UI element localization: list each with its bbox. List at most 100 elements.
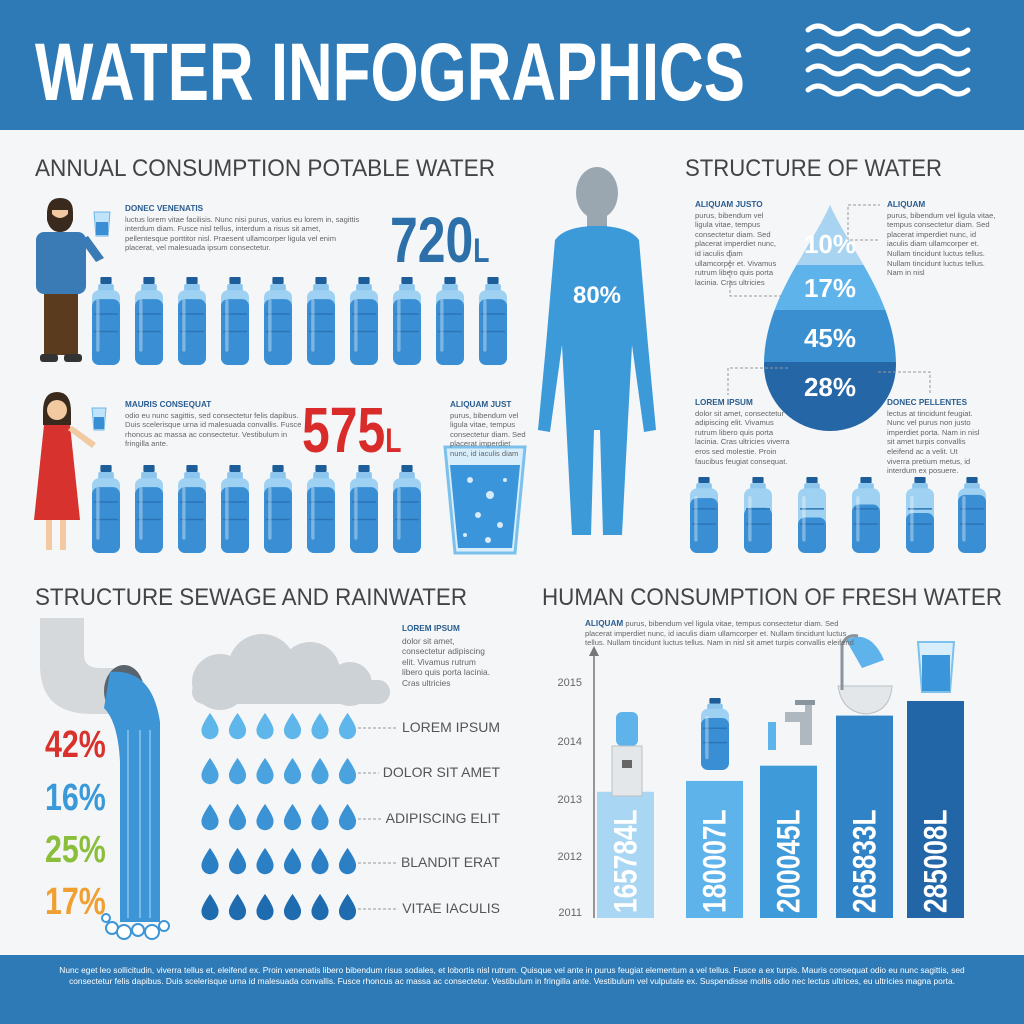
amount-unit: L	[473, 232, 489, 270]
note-heading: DONEC PELLENTES	[887, 398, 968, 407]
share-label: 16%	[45, 777, 106, 819]
note-heading: LOREM IPSUM	[402, 624, 460, 633]
faucet-handle	[795, 700, 815, 705]
glass-water	[922, 655, 950, 691]
y-tick-label: 2014	[558, 736, 582, 748]
bar-label: 200045L	[772, 809, 807, 913]
wave-icon	[805, 23, 971, 37]
drop-icon	[338, 847, 357, 875]
drop-icon	[283, 712, 302, 740]
bubble	[475, 512, 481, 518]
bubble	[503, 478, 507, 482]
note-text: luctus lorem vitae facilisis. Nunc nisi …	[125, 214, 360, 253]
row-label: LOREM IPSUM	[402, 719, 500, 735]
bar-label: 265833L	[848, 809, 883, 913]
y-tick-label: 2015	[558, 677, 582, 689]
drop-layer-label: 28%	[804, 372, 856, 402]
page-title: WATER INFOGRAPHICS	[35, 27, 745, 118]
drop-icon	[338, 893, 357, 921]
drop-icon	[201, 803, 219, 831]
drop-icon	[283, 847, 302, 875]
bottle-shine	[440, 299, 444, 352]
bottle-shine	[962, 496, 966, 542]
bubble	[116, 924, 132, 940]
note: ALIQUAM purus, bibendum vel ligula vitae,…	[887, 200, 997, 278]
note: ALIQUAM JUSTO purus, bibendum vel ligula …	[695, 200, 783, 287]
cooler-base	[611, 745, 643, 797]
bottle-cap	[752, 477, 764, 484]
bubble	[463, 533, 467, 537]
wave-icon	[805, 63, 971, 77]
bubble	[486, 491, 494, 499]
drop-icon	[228, 893, 247, 921]
bottle-shine	[96, 299, 100, 352]
bottle-cap	[315, 277, 327, 285]
section-title: ANNUAL CONSUMPTION POTABLE WATER	[35, 155, 495, 182]
amount-value: 575	[302, 395, 385, 466]
person-legs	[60, 515, 66, 550]
drop-icon	[311, 712, 329, 740]
bubble	[158, 920, 170, 932]
drop-icon	[283, 893, 302, 921]
drop-layer	[764, 310, 896, 362]
note: LOREM IPSUM dolor sit amet, consectetur a…	[695, 398, 790, 466]
drop-icon	[228, 712, 247, 740]
body-silhouette	[538, 226, 656, 535]
drop-icon	[256, 712, 274, 740]
note: LOREM IPSUM dolor sit amet, consectetur a…	[402, 624, 497, 688]
note: ALIQUAM purus, bibendum vel ligula vitae…	[585, 619, 857, 648]
bottle-cap	[806, 477, 818, 484]
amount-unit: L	[385, 422, 401, 460]
bar-label: 165784L	[609, 809, 644, 913]
note-text: dolor sit amet, consectetur adipiscing e…	[402, 635, 490, 688]
y-tick-label: 2012	[558, 851, 582, 863]
note-text: lectus at tincidunt feugiat. Nunc vel pu…	[887, 408, 980, 476]
drop-icon	[201, 757, 219, 785]
section-title: HUMAN CONSUMPTION OF FRESH WATER	[542, 584, 1002, 611]
row-label: BLANDIT ERAT	[401, 854, 501, 870]
cloud	[192, 680, 390, 704]
bar	[597, 791, 654, 918]
bubble	[497, 522, 503, 528]
drop-layer-label: 17%	[804, 273, 856, 303]
bottle-cap	[272, 465, 284, 473]
bubble	[485, 537, 491, 543]
bottle-water	[906, 512, 934, 553]
note-heading: LOREM IPSUM	[695, 398, 753, 407]
bottle-shine	[182, 299, 186, 352]
drop-layer-label: 10%	[804, 229, 856, 259]
faucet	[785, 704, 812, 745]
row-label: DOLOR SIT AMET	[383, 764, 501, 780]
bottle-shine	[397, 487, 401, 540]
bottle-cap	[100, 277, 112, 285]
share-label: 42%	[45, 724, 106, 766]
bottle-cap	[100, 465, 112, 473]
drop-icon	[228, 757, 247, 785]
bubble	[101, 913, 111, 923]
footer-text: Nunc eget leo sollicitudin, viverra tell…	[59, 965, 965, 986]
drop-icon	[201, 893, 219, 921]
bottle-shine	[268, 487, 272, 540]
y-tick-label: 2011	[558, 907, 582, 919]
connector	[729, 250, 782, 297]
bottle-shine	[802, 496, 806, 542]
bottle-cap	[229, 465, 241, 473]
bottle-water	[744, 507, 772, 553]
drop-icon	[283, 757, 302, 785]
bubble	[131, 923, 145, 937]
share-label: 25%	[45, 829, 106, 871]
note-heading: ALIQUAM	[887, 200, 926, 209]
bottle-shine	[705, 716, 709, 760]
bottle-shine	[910, 496, 914, 542]
glass-water	[94, 417, 104, 429]
drop-icon	[228, 847, 247, 875]
shower-head	[846, 636, 884, 668]
footer-band	[0, 955, 1024, 1024]
bottle-shine	[748, 496, 752, 542]
cooler-bottle	[616, 712, 638, 746]
y-tick-label: 2013	[558, 794, 582, 806]
person-hair	[47, 198, 73, 232]
drop-icon	[338, 712, 357, 740]
note-text: purus, bibendum vel ligula vitae, tempus…	[695, 210, 777, 287]
bottle-shine	[397, 299, 401, 352]
